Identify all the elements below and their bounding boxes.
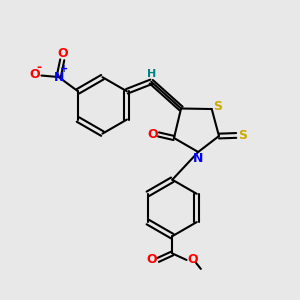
Text: O: O [147,254,158,266]
Text: O: O [57,47,68,60]
Text: N: N [193,152,203,165]
Text: O: O [147,128,158,141]
Text: H: H [147,69,157,79]
Text: S: S [238,129,247,142]
Text: O: O [30,68,40,82]
Text: S: S [213,100,222,112]
Text: O: O [187,254,198,266]
Text: -: - [37,61,42,74]
Text: +: + [60,64,68,74]
Text: N: N [53,70,64,83]
